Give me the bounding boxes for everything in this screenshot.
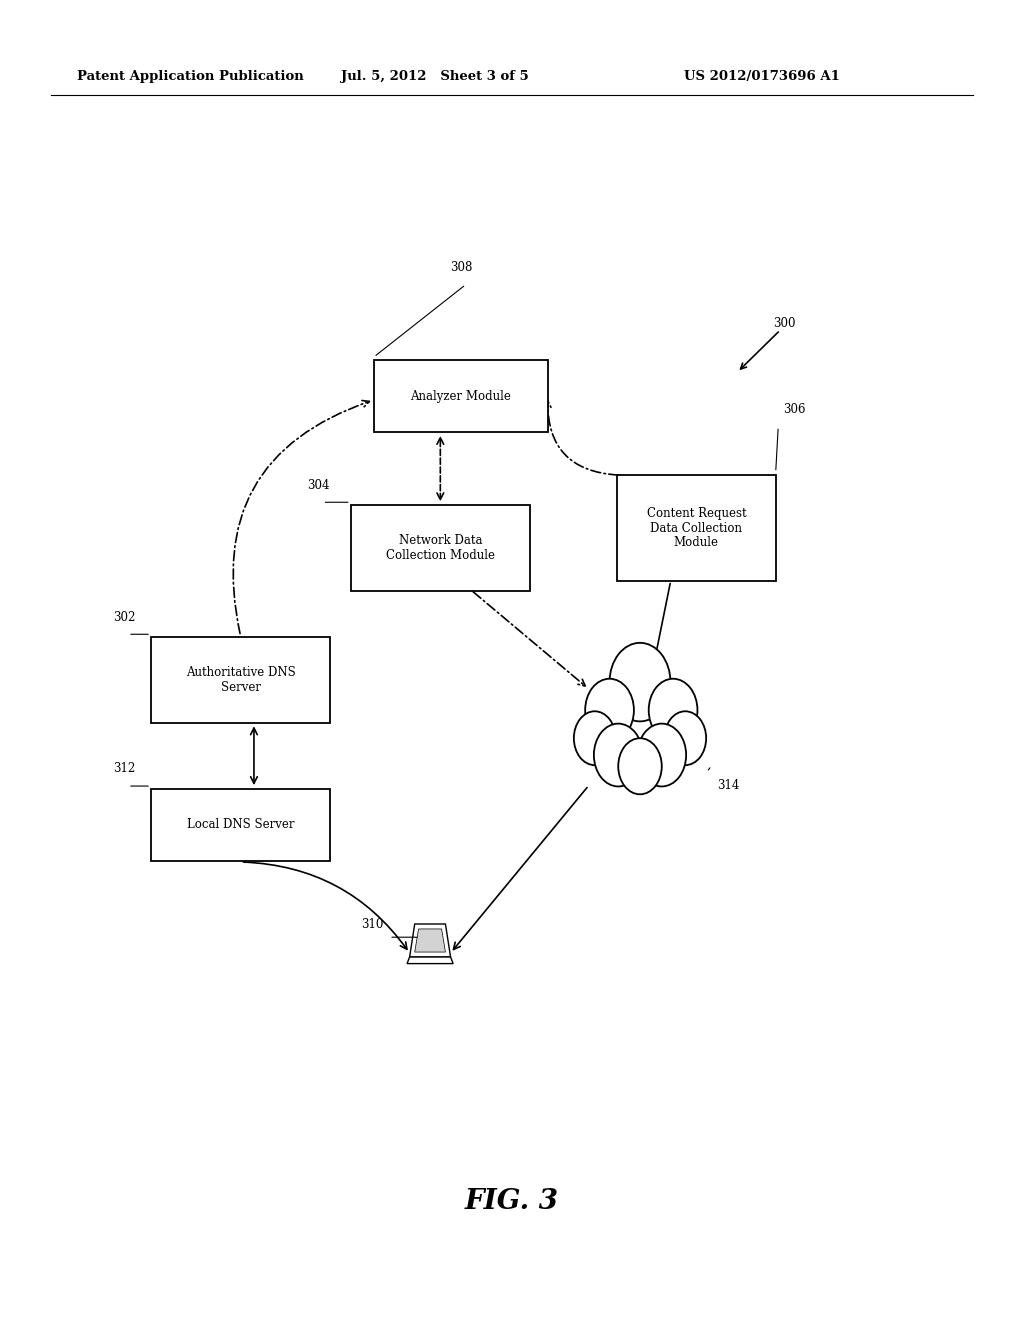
FancyArrowPatch shape — [251, 729, 257, 783]
Text: Local DNS Server: Local DNS Server — [187, 818, 294, 832]
Text: 308: 308 — [451, 261, 473, 275]
Text: Patent Application Publication: Patent Application Publication — [77, 70, 303, 83]
Bar — [152, 636, 330, 722]
Bar — [350, 506, 530, 591]
Polygon shape — [410, 924, 451, 957]
Text: Jul. 5, 2012   Sheet 3 of 5: Jul. 5, 2012 Sheet 3 of 5 — [341, 70, 529, 83]
FancyArrowPatch shape — [473, 591, 586, 686]
Circle shape — [585, 678, 634, 742]
FancyArrowPatch shape — [652, 583, 670, 663]
Text: Content Request
Data Collection
Module: Content Request Data Collection Module — [646, 507, 746, 549]
FancyArrowPatch shape — [233, 400, 370, 634]
FancyArrowPatch shape — [454, 788, 587, 949]
Text: 314: 314 — [717, 779, 739, 792]
Circle shape — [618, 738, 662, 795]
Circle shape — [594, 723, 643, 787]
Polygon shape — [415, 929, 445, 952]
FancyArrowPatch shape — [244, 862, 407, 949]
Bar — [616, 475, 776, 581]
Text: 312: 312 — [113, 763, 135, 776]
Bar — [374, 360, 548, 433]
Text: FIG. 3: FIG. 3 — [465, 1188, 559, 1214]
Text: Analyzer Module: Analyzer Module — [411, 389, 511, 403]
Circle shape — [649, 678, 697, 742]
Text: 306: 306 — [783, 403, 806, 416]
Text: Authoritative DNS
Server: Authoritative DNS Server — [185, 665, 296, 694]
Text: Network Data
Collection Module: Network Data Collection Module — [386, 533, 495, 562]
Text: 310: 310 — [361, 917, 384, 931]
Circle shape — [637, 723, 686, 787]
FancyArrowPatch shape — [545, 401, 618, 475]
Bar — [152, 789, 330, 862]
Text: 302: 302 — [113, 611, 135, 624]
Text: US 2012/0173696 A1: US 2012/0173696 A1 — [684, 70, 840, 83]
Polygon shape — [407, 957, 453, 964]
FancyArrowPatch shape — [437, 438, 443, 499]
Text: 304: 304 — [307, 479, 330, 492]
Text: 300: 300 — [773, 317, 796, 330]
Circle shape — [665, 711, 707, 766]
Circle shape — [573, 711, 615, 766]
Circle shape — [609, 643, 671, 721]
